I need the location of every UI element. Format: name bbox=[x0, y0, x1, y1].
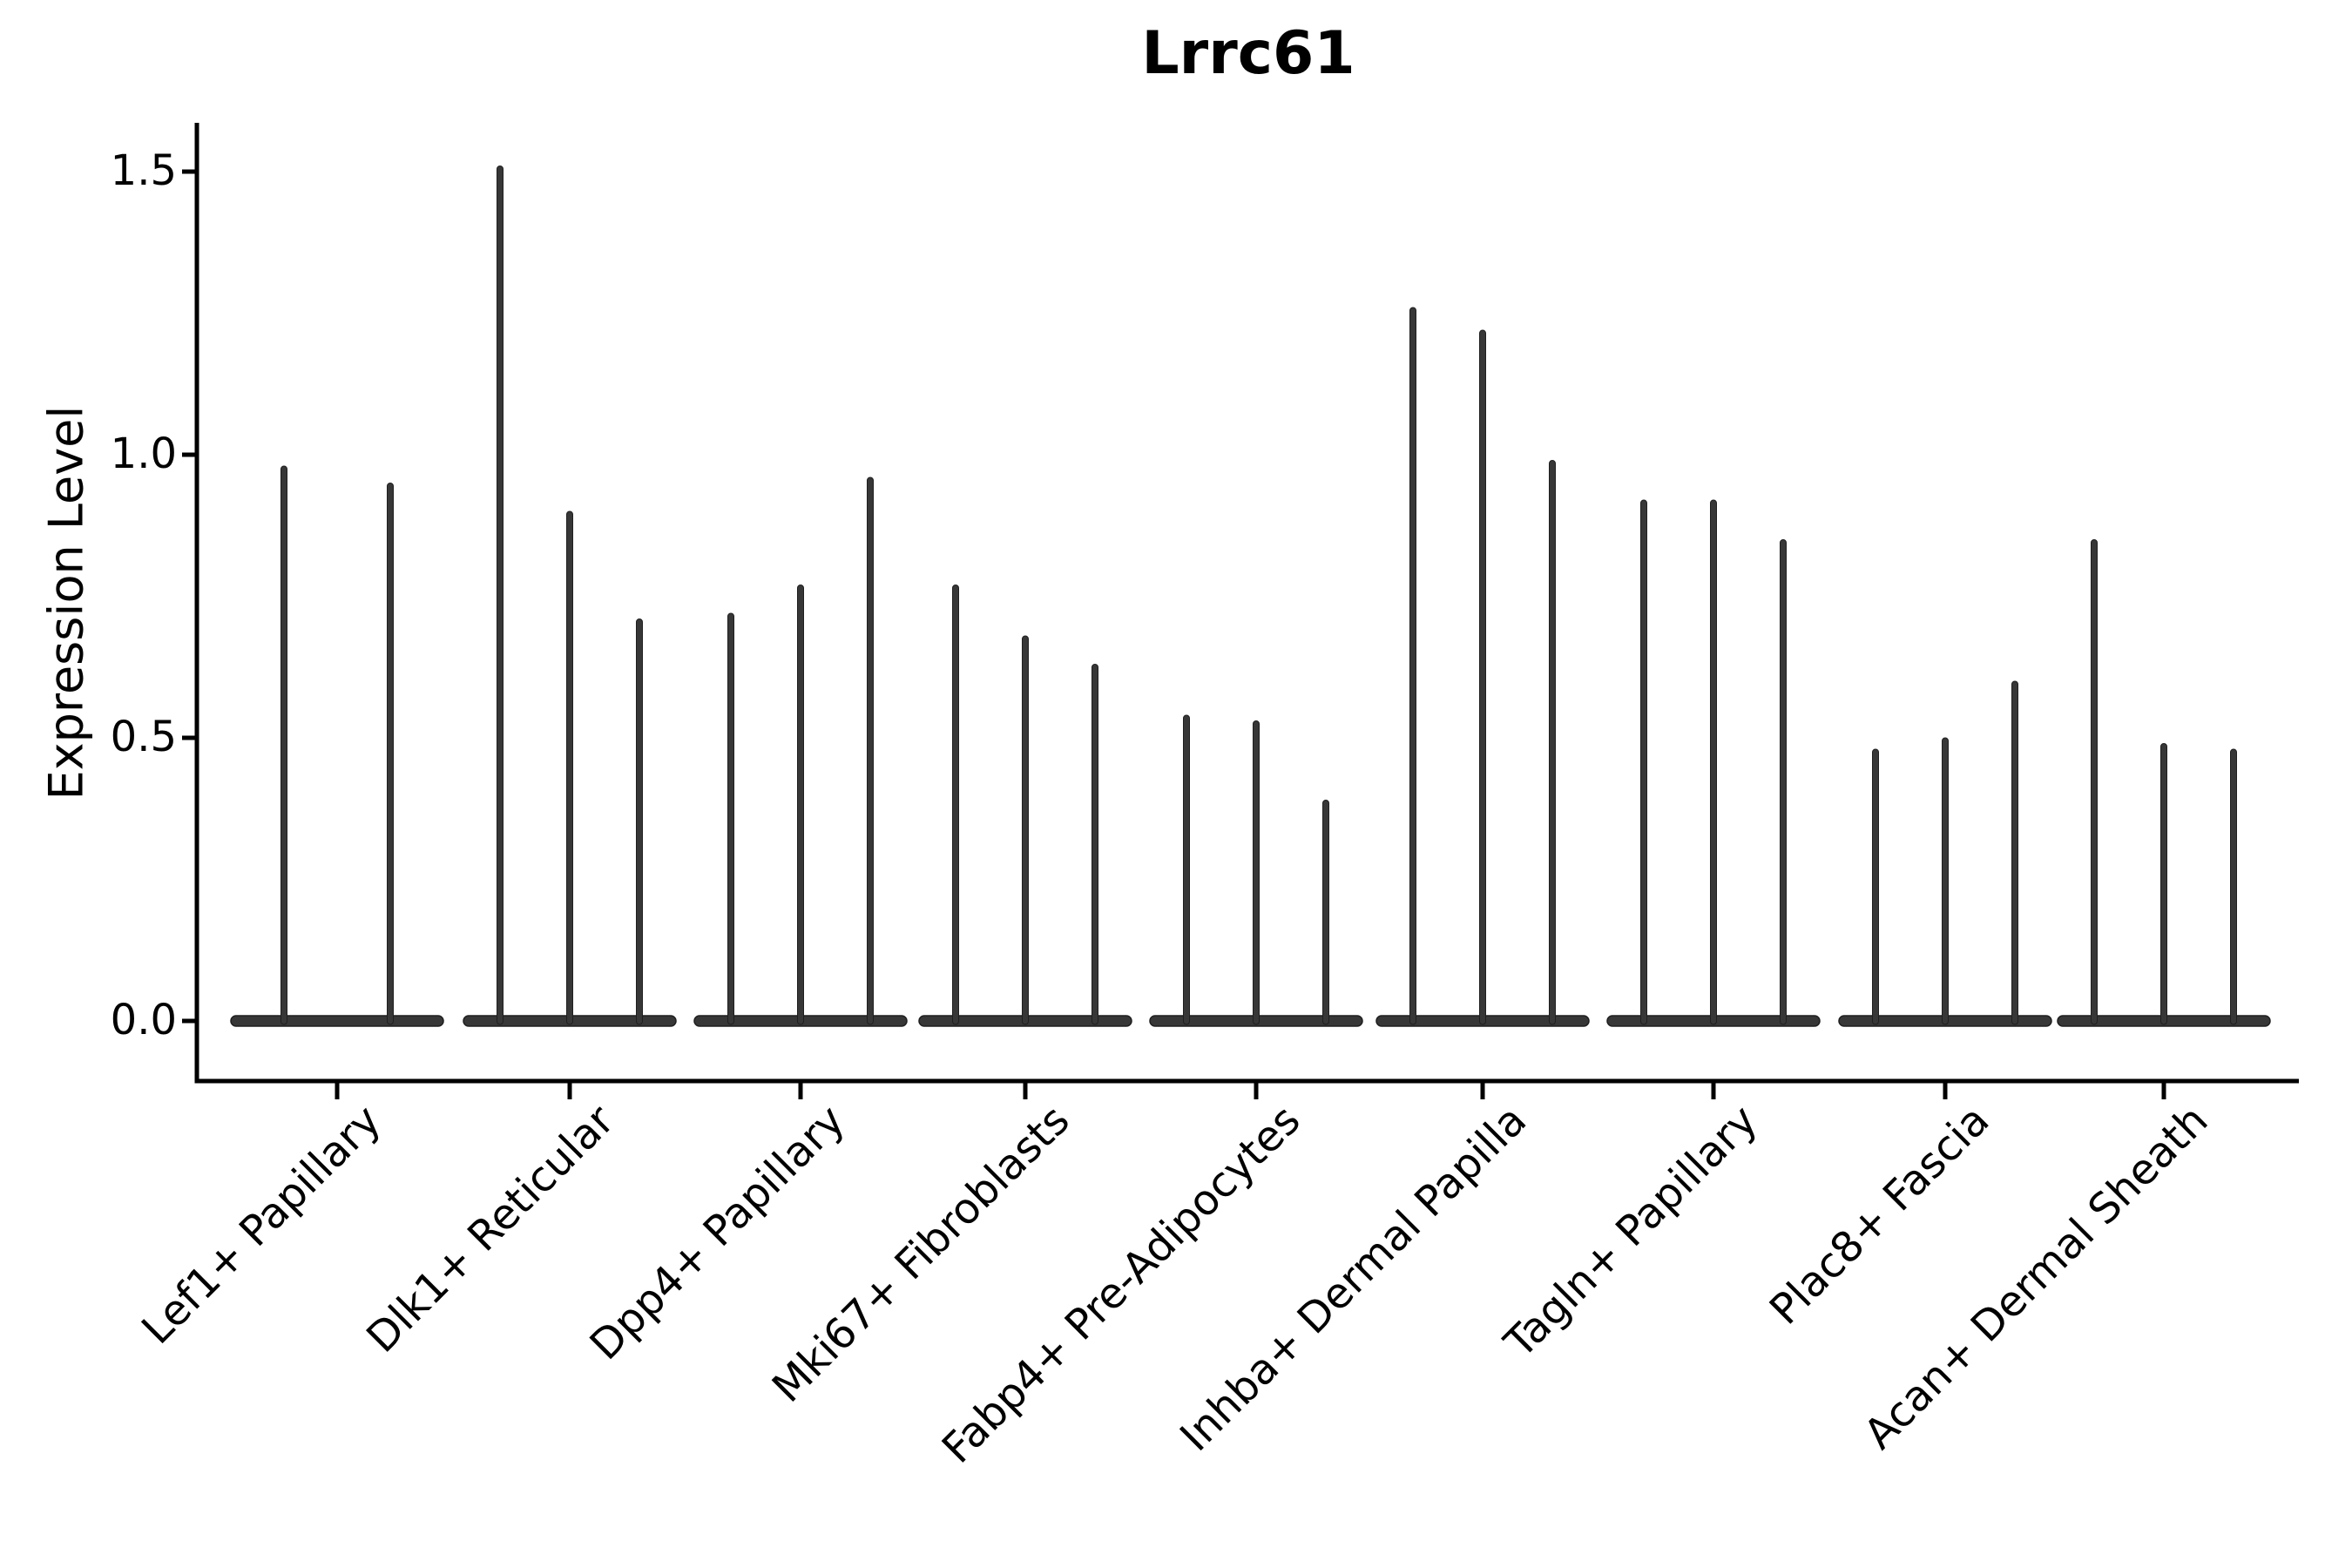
violin-spike bbox=[797, 585, 804, 1025]
y-tick-label: 1.0 bbox=[110, 429, 177, 478]
violin-spike bbox=[1549, 460, 1556, 1025]
violin-spike bbox=[1183, 714, 1190, 1025]
y-axis-label: Expression Level bbox=[38, 405, 94, 801]
violin-spike bbox=[1872, 748, 1879, 1025]
violin-spike bbox=[566, 510, 573, 1025]
violin-spike bbox=[1022, 635, 1029, 1025]
violin-spike bbox=[1710, 499, 1717, 1025]
violin-spike bbox=[1409, 307, 1416, 1025]
violin-spike bbox=[2160, 743, 2167, 1025]
violin-spike bbox=[727, 612, 734, 1025]
violin-base bbox=[230, 1015, 444, 1027]
violin-spike bbox=[1479, 329, 1486, 1025]
violin-spike bbox=[2230, 748, 2237, 1025]
violin-spike bbox=[1322, 800, 1329, 1025]
violin-spike bbox=[952, 585, 959, 1025]
violin-spike bbox=[1942, 737, 1949, 1025]
violin-spike bbox=[1092, 664, 1098, 1025]
violin-spike bbox=[1640, 499, 1647, 1025]
violin-spike bbox=[387, 483, 394, 1025]
violin-spike bbox=[497, 166, 504, 1025]
violin-spike bbox=[867, 476, 874, 1025]
violin-spike bbox=[636, 618, 643, 1025]
chart-title: Lrrc61 bbox=[1141, 19, 1355, 88]
violin-spike bbox=[280, 465, 287, 1025]
violin-spike bbox=[1780, 539, 1787, 1025]
violin-spike bbox=[2091, 539, 2098, 1025]
violin-spike bbox=[1253, 720, 1260, 1025]
y-tick-label: 0.5 bbox=[110, 712, 177, 761]
violin-spike bbox=[2011, 680, 2018, 1025]
y-tick-label: 0.0 bbox=[110, 995, 177, 1044]
y-tick-label: 1.5 bbox=[110, 145, 177, 195]
